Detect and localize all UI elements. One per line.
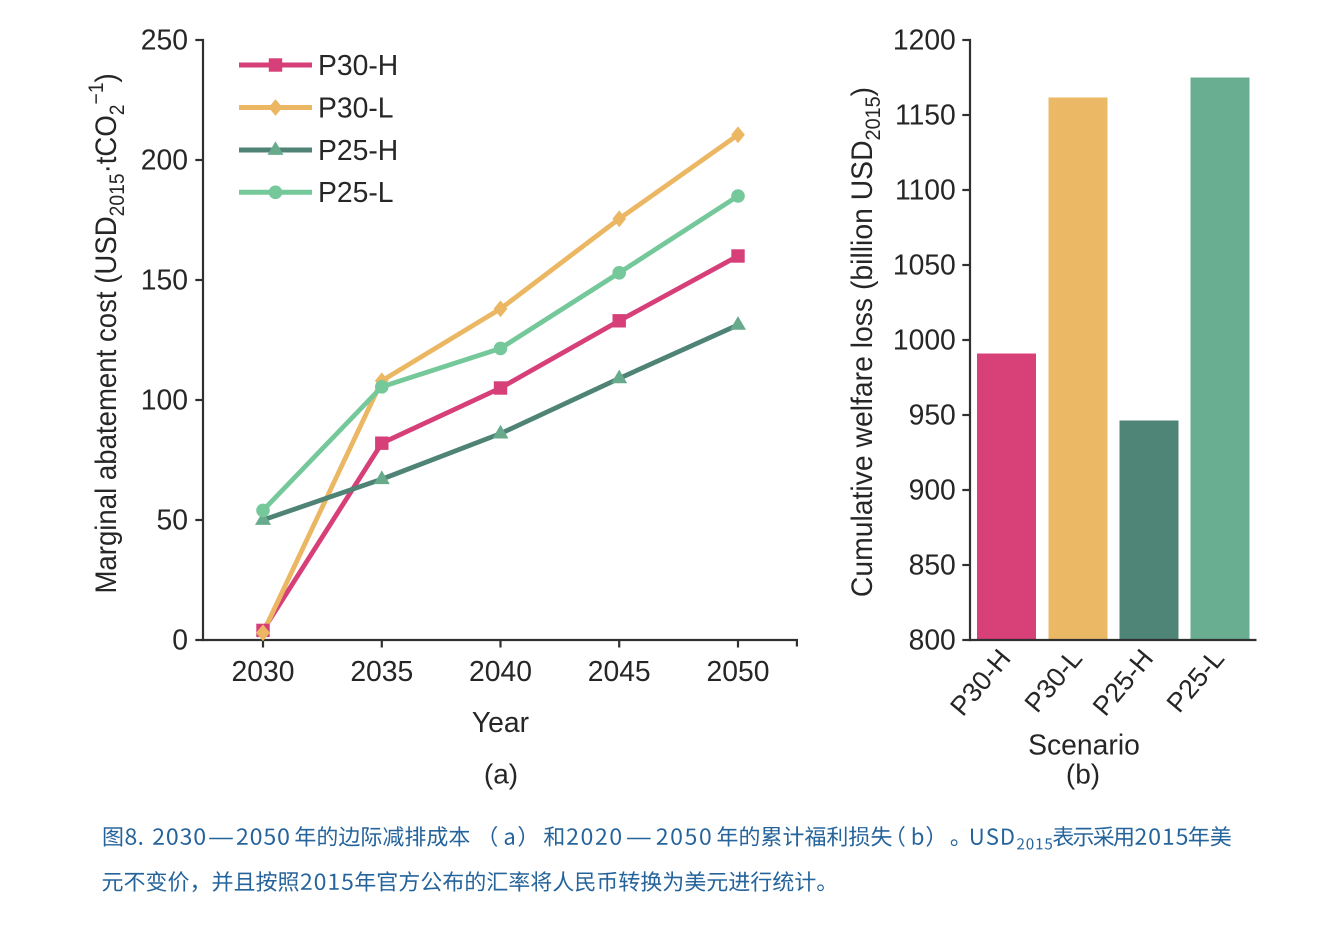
svg-text:200: 200 bbox=[141, 144, 188, 176]
svg-text:1100: 1100 bbox=[895, 174, 956, 206]
svg-text:2030: 2030 bbox=[232, 655, 295, 687]
svg-text:250: 250 bbox=[141, 24, 188, 56]
svg-text:(b): (b) bbox=[1066, 759, 1100, 790]
svg-text:1150: 1150 bbox=[895, 99, 956, 131]
svg-text:0: 0 bbox=[172, 624, 188, 656]
svg-text:1050: 1050 bbox=[893, 249, 956, 281]
svg-text:900: 900 bbox=[909, 474, 956, 506]
svg-text:1000: 1000 bbox=[893, 324, 956, 356]
svg-text:P25-L: P25-L bbox=[318, 176, 394, 208]
svg-text:850: 850 bbox=[909, 549, 956, 581]
svg-text:800: 800 bbox=[909, 624, 956, 656]
svg-text:50: 50 bbox=[157, 504, 188, 536]
svg-text:950: 950 bbox=[909, 399, 956, 431]
svg-text:Cumulative welfare loss (billi: Cumulative welfare loss (billion USD2015… bbox=[846, 87, 885, 597]
svg-text:P30-L: P30-L bbox=[318, 91, 394, 123]
svg-text:P30-H: P30-H bbox=[318, 49, 398, 81]
svg-text:Year: Year bbox=[472, 706, 529, 738]
svg-text:Scenario: Scenario bbox=[1028, 729, 1140, 761]
svg-text:Marginal abatement cost (USD20: Marginal abatement cost (USD2015·tCO2−1) bbox=[85, 73, 129, 593]
svg-text:2035: 2035 bbox=[350, 655, 413, 687]
svg-text:2040: 2040 bbox=[469, 655, 532, 687]
svg-text:P25-H: P25-H bbox=[318, 134, 398, 166]
svg-text:1200: 1200 bbox=[893, 24, 956, 56]
svg-text:2045: 2045 bbox=[588, 655, 651, 687]
svg-text:150: 150 bbox=[141, 264, 188, 296]
svg-text:(a): (a) bbox=[484, 759, 518, 790]
svg-text:100: 100 bbox=[141, 384, 188, 416]
svg-text:2050: 2050 bbox=[707, 655, 770, 687]
